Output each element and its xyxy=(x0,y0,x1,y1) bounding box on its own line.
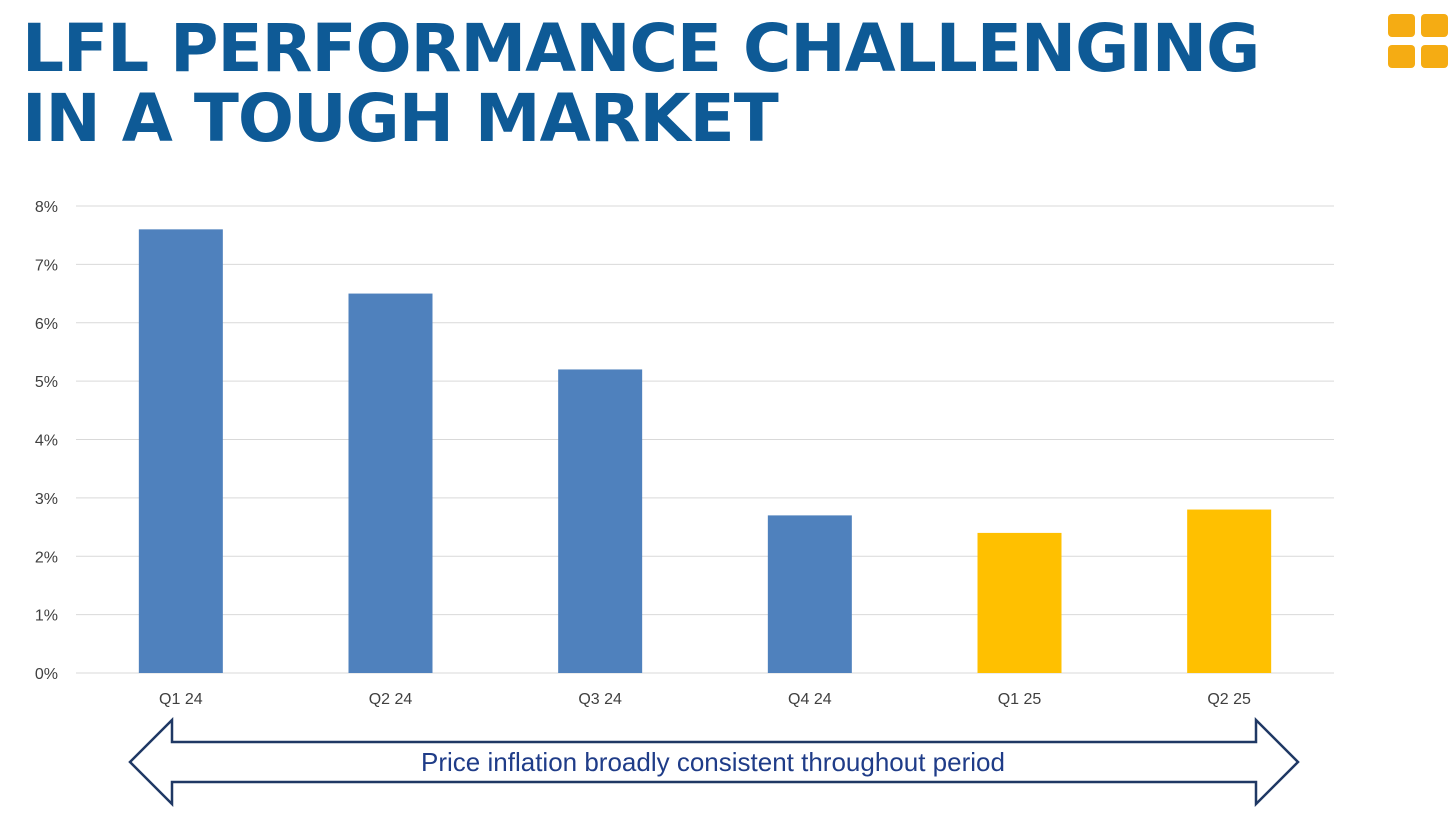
bar-q2-24 xyxy=(348,293,433,673)
y-tick-label: 1% xyxy=(35,608,58,625)
x-tick-label: Q1 25 xyxy=(998,691,1042,708)
bar-q4-24 xyxy=(767,515,852,673)
page-title: LFL PERFORMANCE CHALLENGING IN A TOUGH M… xyxy=(22,10,1260,157)
logo-square-bottom-right xyxy=(1421,45,1448,68)
y-tick-label: 8% xyxy=(35,199,58,216)
y-tick-label: 7% xyxy=(35,257,58,274)
logo-square-top-right xyxy=(1421,14,1448,37)
double-arrow-shape xyxy=(128,716,1300,808)
x-tick-label: Q1 24 xyxy=(159,691,203,708)
logo-square-bottom-left xyxy=(1388,45,1415,68)
bar-q3-24 xyxy=(558,369,643,673)
x-tick-label: Q2 24 xyxy=(369,691,413,708)
bar-q1-25 xyxy=(977,532,1062,673)
x-tick-label: Q2 25 xyxy=(1207,691,1251,708)
y-tick-label: 5% xyxy=(35,374,58,391)
title-line-2: IN A TOUGH MARKET xyxy=(22,80,779,157)
bar-q1-24 xyxy=(138,229,223,673)
y-tick-label: 2% xyxy=(35,549,58,566)
y-tick-label: 4% xyxy=(35,433,58,450)
lfl-bar-chart: 0% 1% 2% 3% 4% 5% 6% 7% 8% Q1 24 Q2 24 Q3 24 Q4 24 Q1… xyxy=(35,199,1334,708)
logo-square-top-left xyxy=(1388,14,1415,37)
four-squares-logo-icon xyxy=(1388,14,1452,70)
y-tick-label: 6% xyxy=(35,316,58,333)
x-tick-label: Q3 24 xyxy=(578,691,622,708)
banner-text: Price inflation broadly consistent throu… xyxy=(421,747,1005,777)
x-tick-label: Q4 24 xyxy=(788,691,832,708)
bar-q2-25 xyxy=(1187,509,1272,673)
y-tick-label: 3% xyxy=(35,491,58,508)
title-line-1: LFL PERFORMANCE CHALLENGING xyxy=(22,10,1260,87)
y-tick-label: 0% xyxy=(35,666,58,683)
